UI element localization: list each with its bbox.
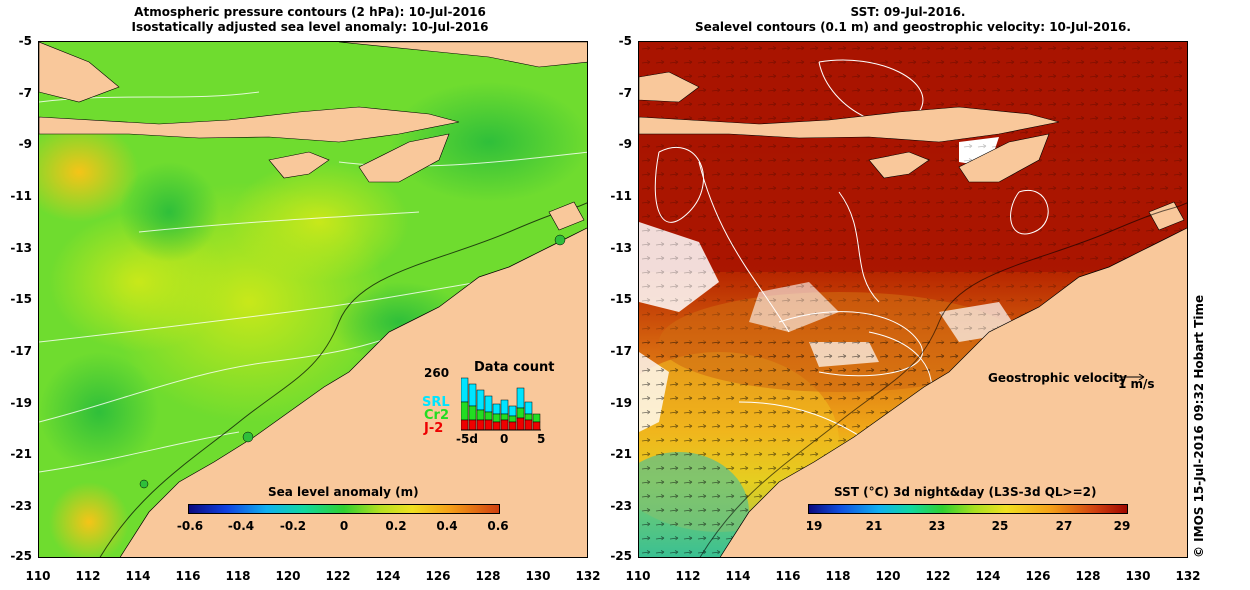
datacount-xmid: 0 (500, 432, 509, 446)
left-colorbar-title: Sea level anomaly (m) (268, 485, 419, 499)
sla-map-graphic (39, 42, 587, 557)
right-xtick: 116 (775, 569, 801, 583)
left-cbar-tick: -0.2 (279, 519, 307, 533)
left-title-line2: Isostatically adjusted sea level anomaly… (131, 20, 489, 34)
right-cbar-tick: 29 (1113, 519, 1131, 533)
velocity-label: Geostrophic velocity (988, 371, 1127, 385)
right-xtick: 130 (1125, 569, 1151, 583)
left-cbar-tick: -0.6 (176, 519, 204, 533)
right-ytick: -17 (610, 344, 632, 358)
left-cbar-tick: -0.4 (227, 519, 255, 533)
sst-map-graphic (639, 42, 1187, 557)
left-xtick: 116 (175, 569, 201, 583)
right-cbar-tick: 25 (991, 519, 1009, 533)
sst-map (638, 41, 1188, 558)
left-xtick: 114 (125, 569, 151, 583)
right-ytick: -19 (610, 396, 632, 410)
right-title-line1: SST: 09-Jul-2016. (850, 5, 966, 19)
datacount-histogram (461, 377, 541, 431)
right-xtick: 122 (925, 569, 951, 583)
left-cbar-tick: 0 (339, 519, 349, 533)
right-ytick: -15 (610, 292, 632, 306)
right-xtick: 124 (975, 569, 1001, 583)
right-xtick: 128 (1075, 569, 1101, 583)
left-xtick: 128 (475, 569, 501, 583)
right-cbar-tick: 21 (865, 519, 883, 533)
left-ytick: -9 (18, 137, 32, 151)
left-ytick: -13 (10, 241, 32, 255)
datacount-xmin: -5d (456, 432, 478, 446)
right-xtick: 112 (675, 569, 701, 583)
right-colorbar-title: SST (°C) 3d night&day (L3S-3d QL>=2) (834, 485, 1097, 499)
right-xtick: 114 (725, 569, 751, 583)
left-title-line1: Atmospheric pressure contours (2 hPa): 1… (134, 5, 486, 19)
right-cbar-tick: 23 (928, 519, 946, 533)
right-ytick: -13 (610, 241, 632, 255)
left-ytick: -5 (18, 34, 32, 48)
left-ytick: -15 (10, 292, 32, 306)
right-xtick: 132 (1175, 569, 1201, 583)
left-cbar-tick: 0.4 (436, 519, 458, 533)
left-ytick: -23 (10, 499, 32, 513)
datacount-sat1-label: SRL (422, 395, 450, 410)
left-ytick: -19 (10, 396, 32, 410)
velocity-scale: 1 m/s (1118, 377, 1155, 391)
left-xtick: 112 (75, 569, 101, 583)
datacount-sat3-label: J-2 (424, 421, 444, 436)
right-xtick: 110 (625, 569, 651, 583)
sla-colorbar (188, 504, 500, 514)
right-cbar-tick: 27 (1055, 519, 1073, 533)
right-title-line2: Sealevel contours (0.1 m) and geostrophi… (695, 20, 1131, 34)
imos-credit: © IMOS 15-Jul-2016 09:32 Hobart Time (1192, 294, 1206, 558)
left-ytick: -17 (10, 344, 32, 358)
left-xtick: 110 (25, 569, 51, 583)
right-ytick: -25 (610, 549, 632, 563)
right-xtick: 120 (875, 569, 901, 583)
left-xtick: 126 (425, 569, 451, 583)
left-xtick: 118 (225, 569, 251, 583)
right-ytick: -23 (610, 499, 632, 513)
histogram-bars (461, 377, 541, 431)
left-xtick: 132 (575, 569, 601, 583)
left-xtick: 124 (375, 569, 401, 583)
velocity-arrow-icon (1118, 373, 1145, 381)
left-xtick: 122 (325, 569, 351, 583)
left-xtick: 130 (525, 569, 551, 583)
right-ytick: -7 (618, 86, 632, 100)
left-ytick: -7 (18, 86, 32, 100)
datacount-title: Data count (474, 360, 555, 375)
left-xtick: 120 (275, 569, 301, 583)
right-ytick: -9 (618, 137, 632, 151)
left-ytick: -25 (10, 549, 32, 563)
sea-level-anomaly-map (38, 41, 588, 558)
right-ytick: -5 (618, 34, 632, 48)
right-ytick: -21 (610, 447, 632, 461)
left-cbar-tick: 0.6 (487, 519, 509, 533)
sst-colorbar (808, 504, 1128, 514)
left-cbar-tick: 0.2 (385, 519, 407, 533)
datacount-xmax: 5 (537, 432, 546, 446)
datacount-sat2-label: Cr2 (424, 408, 449, 423)
right-ytick: -11 (610, 189, 632, 203)
left-ytick: -21 (10, 447, 32, 461)
datacount-max-label: 260 (424, 366, 450, 380)
left-ytick: -11 (10, 189, 32, 203)
right-xtick: 126 (1025, 569, 1051, 583)
right-cbar-tick: 19 (805, 519, 823, 533)
right-xtick: 118 (825, 569, 851, 583)
